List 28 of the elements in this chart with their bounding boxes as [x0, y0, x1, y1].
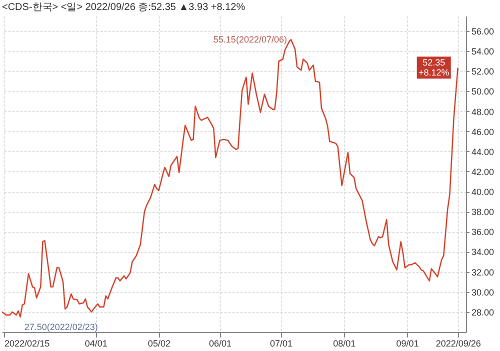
x-tick-label: 05/02	[148, 338, 170, 348]
x-tick-label: 2022/02/15	[4, 338, 50, 348]
y-tick-label: 48.00	[472, 106, 494, 117]
y-tick-label: 46.00	[472, 126, 494, 137]
x-tick-label: 04/01	[84, 338, 108, 348]
y-tick-label: 50.00	[472, 86, 494, 97]
y-tick-label: 34.00	[472, 247, 494, 258]
y-tick-label: 56.00	[472, 26, 494, 37]
y-tick-label: 52.00	[472, 66, 494, 77]
annotation: 27.50(2022/02/23)	[24, 322, 98, 332]
chart-title: <CDS-한국> <일> 2022/09/26 종:52.35 ▲3.93 +8.12%	[2, 2, 246, 13]
x-tick-label: 08/01	[333, 338, 356, 348]
y-tick-label: 40.00	[472, 187, 494, 198]
y-tick-label: 54.00	[472, 46, 494, 57]
x-tick-label: 09/01	[396, 338, 419, 348]
x-tick-label: 07/01	[270, 338, 293, 348]
y-tick-label: 32.00	[472, 267, 494, 278]
x-tick-label: 2022/09/26	[436, 338, 481, 348]
y-tick-label: 42.00	[472, 166, 494, 177]
y-tick-label: 28.00	[472, 307, 494, 318]
annotation: 55.15(2022/07/06)	[213, 34, 287, 45]
y-tick-label: 38.00	[472, 207, 494, 218]
y-tick-label: 36.00	[472, 227, 494, 238]
annotation: +8.12%	[418, 68, 450, 78]
annotation: 52.35	[422, 58, 446, 68]
x-tick-label: 06/01	[208, 338, 232, 348]
y-tick-label: 30.00	[472, 287, 494, 298]
y-tick-label: 44.00	[472, 146, 494, 157]
